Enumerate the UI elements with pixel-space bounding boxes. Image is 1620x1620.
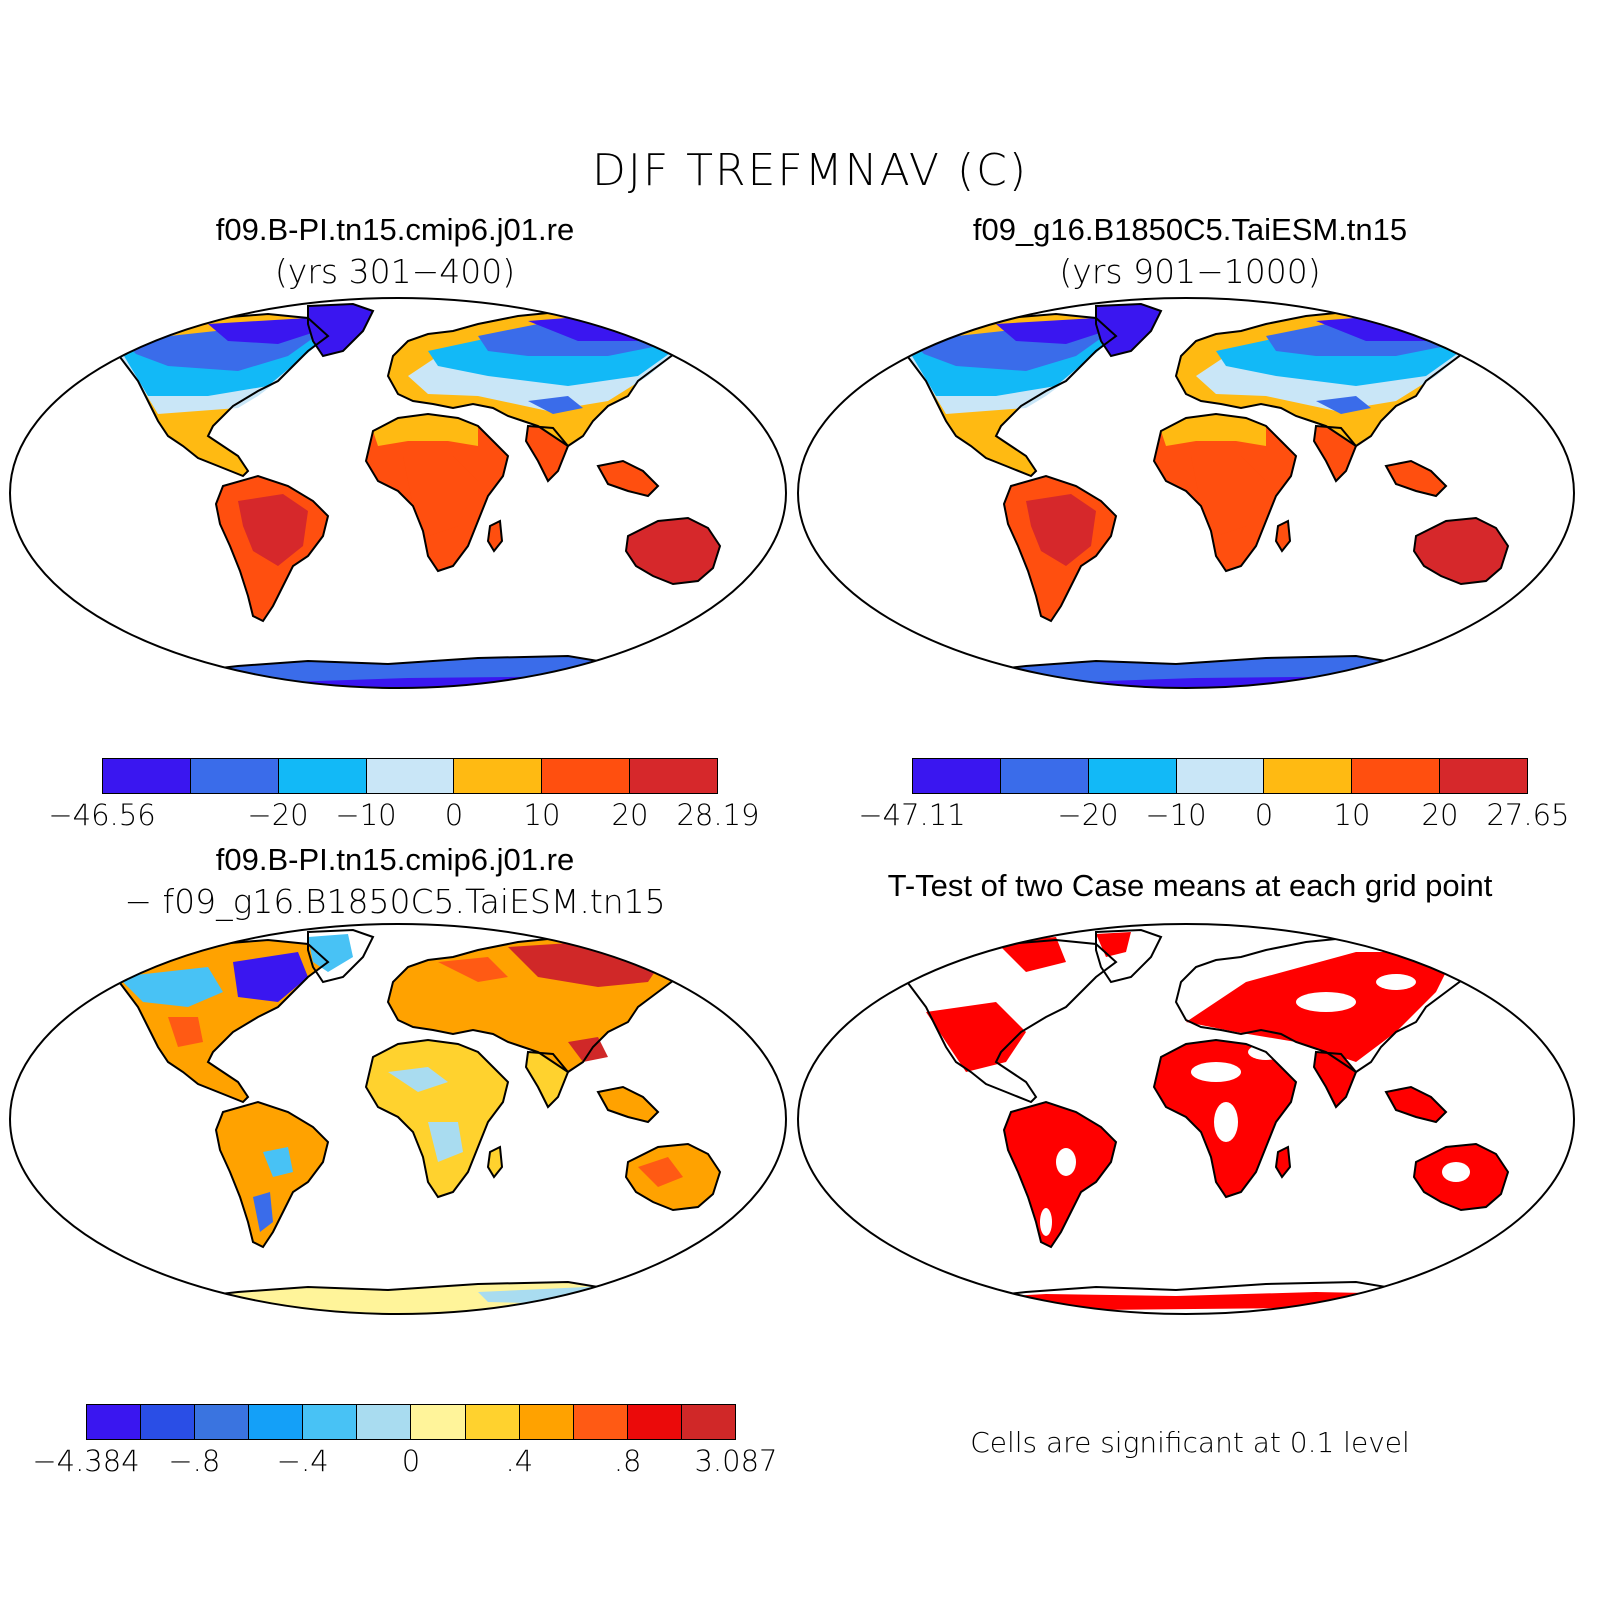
colorbar-segment	[630, 759, 718, 793]
colorbar-panel1-labels: −46.56 −20 −10 0 10 20 28.19	[48, 798, 759, 834]
panel3-subtitle: − f09_g16.B1850C5.TaiESM.tn15	[124, 882, 666, 921]
colorbar-segment	[454, 759, 543, 793]
colorbar-segment	[465, 1405, 520, 1439]
colorbar-tick-label: .8	[613, 1444, 642, 1478]
colorbar-segment	[87, 1405, 142, 1439]
colorbar-tick-label: 0	[401, 1444, 421, 1478]
colorbar-segment	[1088, 759, 1177, 793]
colorbar-tick-label: 10	[523, 798, 561, 832]
map-panel3-difference	[9, 923, 787, 1315]
colorbar-segment	[278, 759, 367, 793]
colorbar-segment	[190, 759, 279, 793]
colorbar-tick-label: −47.11	[858, 798, 966, 832]
colorbar-segment	[411, 1405, 466, 1439]
colorbar-tick-label: 20	[611, 798, 649, 832]
colorbar-tick-label: −46.56	[48, 798, 156, 832]
panel3-title: f09.B-PI.tn15.cmip6.j01.re	[215, 842, 575, 877]
figure-title: DJF TREFMNAV (C)	[591, 145, 1028, 196]
colorbar-segment	[303, 1405, 358, 1439]
colorbar-tick-label: 20	[1421, 798, 1459, 832]
colorbar-panel3	[86, 1404, 736, 1440]
panel1-subtitle: (yrs 301−400)	[274, 252, 516, 291]
colorbar-tick-label: 27.65	[1486, 798, 1570, 832]
colorbar-tick-label: −10	[335, 798, 397, 832]
colorbar-segment	[1352, 759, 1441, 793]
colorbar-tick-label: −20	[247, 798, 309, 832]
colorbar-segment	[1000, 759, 1089, 793]
colorbar-tick-label: −20	[1057, 798, 1119, 832]
map-panel1	[9, 297, 787, 689]
significance-note: Cells are significant at 0.1 level	[970, 1426, 1410, 1459]
colorbar-segment	[913, 759, 1001, 793]
colorbar-panel3-labels: −4.384 −.8 −.4 0 .4 .8 3.087	[32, 1444, 777, 1480]
colorbar-segment	[681, 1405, 735, 1439]
colorbar-tick-label: 28.19	[676, 798, 760, 832]
panel1-title: f09.B-PI.tn15.cmip6.j01.re	[215, 212, 575, 247]
colorbar-tick-label: −10	[1145, 798, 1207, 832]
colorbar-segment	[249, 1405, 304, 1439]
colorbar-segment	[519, 1405, 574, 1439]
colorbar-tick-label: 0	[444, 798, 464, 832]
colorbar-tick-label: −.4	[276, 1444, 329, 1478]
panel2-title: f09_g16.B1850C5.TaiESM.tn15	[972, 212, 1408, 247]
colorbar-tick-label: −4.384	[32, 1444, 140, 1478]
colorbar-segment	[1264, 759, 1353, 793]
colorbar-tick-label: 0	[1254, 798, 1274, 832]
colorbar-tick-label: −.8	[168, 1444, 221, 1478]
panel2-subtitle: (yrs 901−1000)	[1059, 252, 1321, 291]
colorbar-segment	[1176, 759, 1265, 793]
colorbar-panel2	[912, 758, 1528, 794]
colorbar-segment	[103, 759, 191, 793]
colorbar-tick-label: 10	[1333, 798, 1371, 832]
colorbar-panel2-labels: −47.11 −20 −10 0 10 20 27.65	[858, 798, 1569, 834]
colorbar-segment	[1440, 759, 1528, 793]
colorbar-segment	[141, 1405, 196, 1439]
colorbar-tick-label: .4	[505, 1444, 534, 1478]
map-panel2	[797, 297, 1575, 689]
colorbar-segment	[627, 1405, 682, 1439]
colorbar-segment	[195, 1405, 250, 1439]
colorbar-segment	[357, 1405, 412, 1439]
panel4-title: T-Test of two Case means at each grid po…	[887, 868, 1493, 903]
colorbar-panel1	[102, 758, 718, 794]
colorbar-tick-label: 3.087	[694, 1444, 778, 1478]
colorbar-segment	[542, 759, 631, 793]
colorbar-segment	[573, 1405, 628, 1439]
colorbar-segment	[366, 759, 455, 793]
map-panel4-ttest	[797, 923, 1575, 1315]
